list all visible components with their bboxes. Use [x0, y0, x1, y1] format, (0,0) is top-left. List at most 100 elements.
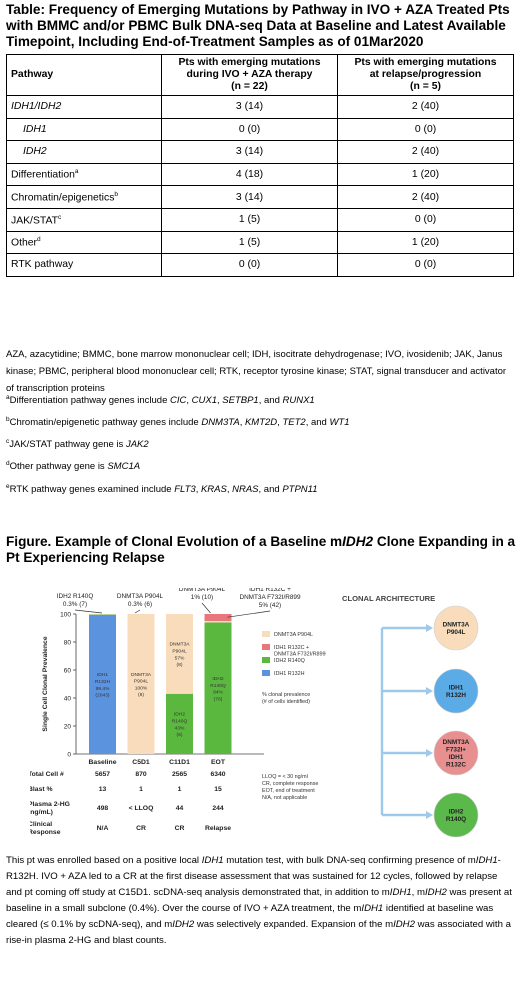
- body-text-run: -R132H. IVO + AZA led to a CR at the fir…: [6, 855, 501, 898]
- data-label: 100%: [135, 685, 148, 691]
- cell-during: 3 (14): [161, 95, 338, 119]
- legend-swatch: [262, 670, 270, 676]
- body-text-run: mutation test, with bulk DNA-seq confirm…: [223, 855, 476, 866]
- footnote-b: bChromatin/epigenetic pathway genes incl…: [6, 416, 350, 429]
- row-label: IDH1/IDH2: [6, 95, 162, 119]
- footnote-c-text: JAK/STAT pathway gene is: [9, 439, 126, 451]
- cell-relapse: 0 (0): [337, 253, 514, 277]
- legend-label: DNMT3A F732I/R899C: [274, 651, 326, 657]
- table-cell: 870: [135, 771, 147, 778]
- table-row: Otherd 1 (5) 1 (20): [6, 230, 514, 255]
- footnote-a: aDifferentiation pathway genes include C…: [6, 394, 315, 407]
- legend-note: (# of cells identified): [262, 699, 310, 705]
- annotation-text: 1% (10): [191, 594, 213, 601]
- y-tick-label: 80: [64, 640, 72, 647]
- table-row: Differentiationa 4 (18) 1 (20): [6, 162, 514, 187]
- annotation-arrow: [134, 609, 141, 614]
- row-label-cell: Chromatin/epigeneticsb: [6, 185, 162, 209]
- clone-node: [433, 792, 479, 838]
- legend-label: DNMT3A P904L: [274, 632, 313, 638]
- row-label: JAK/STAT: [11, 215, 58, 226]
- clone-label: DNMT3A: [443, 621, 470, 628]
- figure-title: Figure. Example of Clonal Evolution of a…: [6, 534, 516, 566]
- bar-segment: [166, 693, 193, 754]
- arrow-head-icon: [426, 811, 433, 819]
- row-label: RTK pathway: [6, 253, 162, 277]
- case-description: This pt was enrolled based on a positive…: [6, 853, 514, 949]
- figure-title-part: Figure. Example of Clonal Evolution of a…: [6, 534, 343, 549]
- table-cell: CR: [175, 825, 185, 832]
- body-text-run: was selectively expanded. Expansion of t…: [194, 919, 394, 930]
- bar-segment: [89, 614, 116, 754]
- clonal-architecture-diagram: CLONAL ARCHITECTUREDNMT3AP904LIDH1R132HD…: [342, 594, 479, 838]
- annotation-text: DNMT3A P904L: [179, 588, 226, 593]
- annotation-text: IDH1 R132C +: [249, 588, 291, 593]
- footnote-d-text: Other pathway gene is: [9, 461, 108, 473]
- clonal-prevalence-chart: 0 20 40 60 80 100 Single Cell Clonal Prevalenc…: [30, 588, 326, 836]
- footnote-abbreviations: AZA, azacytidine; BMMC, bone marrow mono…: [6, 349, 507, 394]
- table-header-row: Pathway Pts with emerging mutations duri…: [6, 54, 514, 96]
- row-label-cell: Differentiationa: [6, 162, 162, 187]
- table-row-label: Blast %: [30, 786, 53, 793]
- table-cell: Relapse: [205, 825, 231, 832]
- clonal-architecture-title: CLONAL ARCHITECTURE: [342, 594, 435, 603]
- footnote-d-marker: d: [6, 460, 10, 467]
- footnote-e-text: RTK pathway genes examined include: [9, 484, 175, 496]
- footnote-marker: c: [57, 213, 62, 221]
- table-cell: 244: [212, 805, 224, 812]
- arrow-head-icon: [426, 624, 433, 632]
- figure-title-part: Clone Expanding in a Pt Experiencing Rel…: [6, 534, 516, 565]
- header-during-line-1: Pts with emerging mutations: [178, 57, 321, 68]
- footnote-e-and: , and: [258, 484, 283, 496]
- y-tick-label: 40: [64, 696, 72, 703]
- row-label-cell: Otherd: [6, 230, 162, 255]
- clone-label: IDH1: [449, 684, 464, 691]
- footnote-c-marker: c: [6, 438, 10, 445]
- gene-name: IDH1: [361, 903, 384, 914]
- clone-label: R132C: [446, 762, 466, 769]
- bar-segment: [204, 622, 232, 754]
- annotation-text: 0.3% (7): [63, 601, 87, 608]
- table-cell: 2565: [172, 771, 187, 778]
- gene-name: CUX1: [191, 395, 217, 407]
- cell-relapse: 2 (40): [337, 185, 514, 209]
- abbrev-note: LLOQ = < 30 ng/ml: [262, 774, 308, 780]
- footnote-b-text: Chromatin/epigenetic pathway genes inclu…: [9, 417, 202, 429]
- legend-swatch: [262, 657, 270, 663]
- table-row-label: Clinical: [30, 821, 52, 828]
- legend-swatch: [262, 631, 270, 637]
- gene-name: SMC1A: [107, 461, 141, 473]
- body-text-run: was associated with a rise-in plasma 2-H…: [6, 919, 511, 946]
- footnote-e: eRTK pathway genes examined include FLT3…: [6, 483, 318, 496]
- data-label: R140Q: [210, 683, 226, 689]
- cell-during: 1 (5): [161, 207, 338, 232]
- footnote-a-and: , and: [258, 395, 283, 407]
- gene-name: DNM3TA: [201, 417, 240, 429]
- table-row-label: Plasma 2-HG: [30, 801, 70, 808]
- legend-label: IDH2 R140Q: [274, 658, 305, 664]
- legend-swatch: [262, 644, 270, 650]
- gene-name: PTPN11: [282, 484, 318, 496]
- gene-name: RUNX1: [282, 395, 315, 407]
- data-label: P904L: [172, 649, 186, 655]
- header-pathway: Pathway: [6, 54, 162, 96]
- body-text-run: , m: [411, 887, 425, 898]
- data-label: P904L: [134, 679, 148, 685]
- gene-name: FLT3: [174, 484, 196, 496]
- data-label: (8): [138, 692, 144, 698]
- y-tick-label: 100: [60, 612, 71, 619]
- annotation-text: IDH2 R140Q: [57, 593, 94, 600]
- clone-label: IDH2: [449, 808, 464, 815]
- footnote-d: dOther pathway gene is SMC1A: [6, 455, 514, 475]
- mutations-table: Pathway Pts with emerging mutations duri…: [6, 54, 514, 277]
- table-cell: 1: [178, 786, 182, 793]
- table-cell: 498: [97, 805, 109, 812]
- data-label: 94%: [213, 690, 223, 696]
- gene-name: IDH2: [172, 919, 195, 930]
- annotation-text: DNMT3A F732I/R899: [239, 594, 301, 601]
- data-label: DNMT3A: [169, 642, 190, 648]
- clone-node: [433, 605, 479, 651]
- y-tick-label: 60: [64, 668, 72, 675]
- header-relapse-line-2: at relapse/progression: [369, 69, 482, 80]
- legend-label: IDH1 R132H: [274, 671, 305, 677]
